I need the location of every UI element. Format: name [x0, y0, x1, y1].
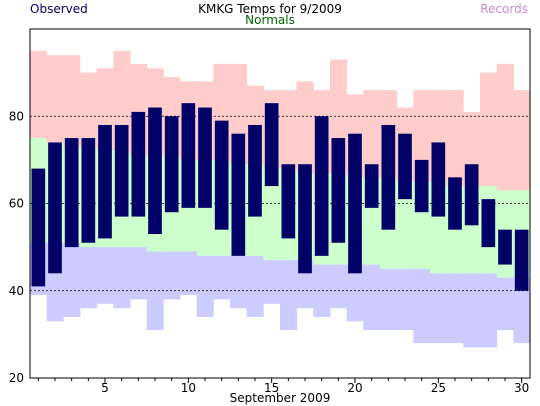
record-low-band	[463, 273, 481, 348]
record-low-band	[446, 273, 464, 344]
record-low-band	[313, 264, 331, 317]
observed-bar	[181, 103, 196, 208]
y-tick-label: 40	[9, 284, 24, 298]
record-high-band	[496, 63, 514, 191]
observed-bar	[164, 116, 179, 213]
observed-bar	[231, 133, 246, 256]
observed-bar	[98, 124, 112, 239]
x-axis-label: September 2009	[230, 391, 331, 405]
x-tick-label: 5	[101, 381, 109, 395]
record-high-band	[480, 72, 498, 187]
record-low-band	[213, 255, 231, 300]
record-low-band	[80, 247, 98, 309]
observed-bar	[264, 103, 279, 187]
record-high-band	[80, 72, 98, 147]
legend-records: Records	[480, 2, 528, 16]
record-high-band	[363, 90, 381, 178]
observed-bar	[364, 164, 379, 208]
observed-bar	[131, 111, 146, 217]
record-low-band	[380, 268, 398, 331]
record-high-band	[30, 50, 48, 139]
record-high-band	[513, 90, 531, 191]
observed-bar	[314, 116, 329, 256]
observed-bar	[414, 159, 429, 213]
normal-band	[396, 181, 414, 269]
record-low-band	[363, 264, 381, 331]
observed-bar	[214, 120, 229, 230]
observed-bar	[298, 164, 312, 274]
record-low-band	[280, 260, 298, 331]
record-low-band	[96, 247, 114, 304]
record-low-band	[480, 273, 498, 348]
observed-bar	[348, 133, 362, 274]
record-low-band	[263, 260, 281, 304]
normal-band	[263, 168, 281, 261]
x-axis: 5 10 15 20 25 30	[37, 378, 529, 395]
record-high-band	[296, 81, 314, 173]
observed-bar	[514, 229, 529, 291]
plot-frame	[29, 28, 531, 379]
record-low-band	[430, 273, 448, 344]
record-high-band	[63, 55, 81, 147]
y-tick-label: 20	[9, 371, 24, 385]
record-low-band	[413, 268, 431, 344]
y-tick-label: 60	[9, 197, 24, 211]
record-high-band	[46, 55, 64, 143]
x-tick-label: 10	[181, 381, 196, 395]
record-low-band	[496, 277, 514, 331]
observed-bar	[498, 229, 512, 265]
record-low-band	[246, 255, 264, 317]
observed-bar	[464, 164, 479, 226]
record-low-band	[63, 242, 81, 317]
x-tick-label: 25	[431, 381, 446, 395]
y-axis: 20 40 60 80	[9, 109, 24, 385]
record-low-band	[513, 277, 531, 344]
observed-bar	[148, 107, 162, 235]
observed-bar	[431, 142, 446, 217]
record-low-band	[196, 255, 214, 317]
gridlines	[30, 115, 530, 292]
record-high-band	[446, 90, 464, 187]
record-low-band	[330, 264, 348, 309]
record-low-band	[180, 251, 198, 296]
observed-bar	[31, 168, 46, 287]
x-tick-label: 15	[264, 381, 279, 395]
observed-bar	[281, 164, 296, 239]
legend-normals: Normals	[245, 13, 295, 27]
record-low-band	[130, 247, 148, 300]
observed-bar	[398, 133, 412, 200]
x-tick-label: 30	[514, 381, 529, 395]
record-high-band	[413, 90, 431, 182]
observed-bar	[331, 138, 346, 243]
record-low-band	[396, 268, 414, 331]
record-low-band	[346, 264, 364, 322]
record-low-band	[113, 247, 131, 309]
observed-bars	[31, 103, 529, 291]
observed-bar	[48, 142, 62, 274]
observed-bar	[198, 107, 212, 208]
record-low-band	[163, 251, 181, 300]
legend-observed: Observed	[30, 2, 88, 16]
chart-title: KMKG Temps for 9/2009	[198, 2, 342, 16]
y-tick-label: 80	[9, 109, 24, 123]
observed-bar	[114, 124, 129, 217]
x-tick-label: 20	[347, 381, 362, 395]
observed-bar	[64, 138, 79, 248]
record-low-band	[230, 255, 248, 309]
observed-bar	[481, 199, 496, 248]
observed-bar	[248, 124, 262, 217]
record-high-band	[280, 90, 298, 169]
observed-bar	[448, 177, 462, 230]
observed-bar	[81, 138, 96, 243]
observed-bar	[381, 124, 396, 230]
